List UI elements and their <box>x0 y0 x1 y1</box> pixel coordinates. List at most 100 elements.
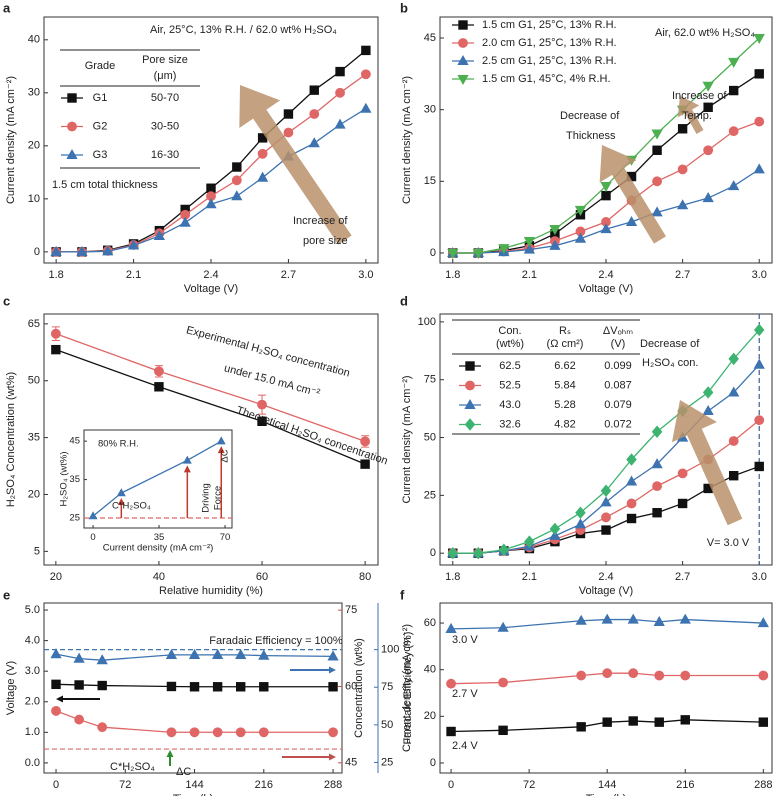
arrow <box>599 145 666 244</box>
marker <box>206 183 216 193</box>
y-axis-label: Current density (mA cm⁻²) <box>401 375 413 503</box>
annotation: ΔC <box>220 449 231 462</box>
marker <box>67 93 77 103</box>
marker <box>66 149 78 160</box>
marker <box>523 243 536 254</box>
y-tick-label: 25 <box>69 513 80 524</box>
marker <box>625 215 638 226</box>
y-tick-label: 0 <box>430 547 436 559</box>
panel-letter: c <box>3 293 10 308</box>
y-tick-label: 50 <box>424 431 436 443</box>
marker <box>283 109 294 119</box>
y-axis-label: H₂SO₄ (wt%) <box>59 451 70 506</box>
marker <box>74 714 85 725</box>
table-cell: 5.28 <box>554 399 575 411</box>
marker <box>626 453 637 466</box>
panel: e 0 72 144 216 288 0.0 1.0 2.0 3.0 4.0 5.0 45 60 75 Con… <box>3 587 414 796</box>
annotation: Temp. <box>682 110 712 122</box>
panel: d 1.8 2.1 2.4 2.7 3.0 0 25 50 75 100 Voltage (V) Cur… <box>400 293 773 597</box>
arrow-head <box>329 753 336 761</box>
table-cell: 50-70 <box>151 92 179 104</box>
marker <box>676 199 689 210</box>
panel: b 1.8 2.1 2.4 2.7 3.0 0 15 30 45 Voltage (V) Curren… <box>400 0 773 295</box>
table-header: ΔVₒₕₘ <box>603 325 633 337</box>
annotation: Driving <box>201 483 212 513</box>
marker <box>50 245 62 256</box>
x-tick-label: 1.8 <box>445 269 460 281</box>
annotation: Increase of <box>672 90 727 102</box>
marker <box>473 546 484 560</box>
marker <box>628 716 638 726</box>
plot-frame <box>43 16 379 264</box>
y-tick-label: 0 <box>430 757 436 769</box>
marker <box>465 361 475 371</box>
annotation: Faradaic Efficiency = 100% <box>209 635 343 647</box>
marker <box>154 382 164 392</box>
annotation: Thickness <box>566 130 616 142</box>
table-cell: 4.82 <box>554 418 575 430</box>
x-tick-label: 0 <box>90 532 95 543</box>
y2-axis-label: Concentration (wt%) <box>353 638 365 738</box>
marker <box>96 654 108 665</box>
marker <box>652 145 662 155</box>
arrow-head <box>166 750 174 757</box>
table-header: (wt%) <box>496 338 524 350</box>
marker <box>652 176 662 187</box>
marker <box>335 66 345 77</box>
x-tick-label: 35 <box>154 532 165 543</box>
marker <box>231 175 242 186</box>
marker <box>189 682 200 692</box>
y-tick-label: 15 <box>424 175 436 187</box>
x-tick-label: 72 <box>523 779 535 791</box>
y-axis-label: Current density (mA cm⁻²) <box>401 624 413 752</box>
y-tick-label: 25 <box>424 489 436 501</box>
annotation: Air, 25°C, 13% R.H. / 62.0 wt% H₂SO₄ <box>150 24 337 36</box>
marker <box>702 404 714 415</box>
marker <box>97 680 107 691</box>
marker <box>498 543 510 556</box>
marker <box>602 717 612 727</box>
x-tick-label: 70 <box>220 532 231 543</box>
marker <box>360 459 370 469</box>
annotation: H₂SO₄ con. <box>642 357 698 369</box>
marker <box>212 727 223 738</box>
marker <box>651 206 663 217</box>
table-header: (Ω cm²) <box>547 338 584 350</box>
marker <box>498 725 508 736</box>
x-tick-label: 3.0 <box>358 269 373 281</box>
series-line <box>92 440 222 517</box>
annotation: V= 3.0 V <box>707 537 750 549</box>
legend-label: 1.5 cm G1, 45°C, 4% R.H. <box>482 73 611 85</box>
y2-tick-label: 60 <box>345 680 357 692</box>
x-axis-label: Voltage (V) <box>579 283 633 295</box>
marker <box>458 38 468 48</box>
marker <box>258 727 269 738</box>
x-tick-label: 2.1 <box>126 269 141 281</box>
marker <box>549 522 561 536</box>
marker <box>728 386 740 397</box>
y-axis-label: Current density (mA cm⁻²) <box>401 76 413 204</box>
marker <box>472 248 484 259</box>
marker <box>211 648 224 659</box>
table-cell: 6.62 <box>554 360 575 372</box>
x-axis-label: Time (h) <box>586 793 627 796</box>
arrow-head <box>56 695 63 703</box>
marker <box>51 344 61 355</box>
marker <box>652 481 662 492</box>
marker <box>677 164 688 175</box>
marker <box>523 236 536 248</box>
marker <box>625 475 638 486</box>
annotation: Decrease of <box>640 338 700 350</box>
marker <box>256 171 269 182</box>
x-tick-label: 2.7 <box>281 269 296 281</box>
x-axis-label: Time (h) <box>173 793 214 796</box>
marker <box>600 182 612 193</box>
plot-frame <box>439 313 773 566</box>
annotation: Air, 62.0 wt% H₂SO₄ <box>655 27 755 39</box>
y-tick-label: 35 <box>28 432 40 444</box>
marker <box>679 613 691 624</box>
marker <box>166 727 177 738</box>
marker <box>309 109 320 119</box>
panel: 0 35 70 25 35 45 Current density (mA cm⁻²) H₂SO… <box>59 429 233 553</box>
